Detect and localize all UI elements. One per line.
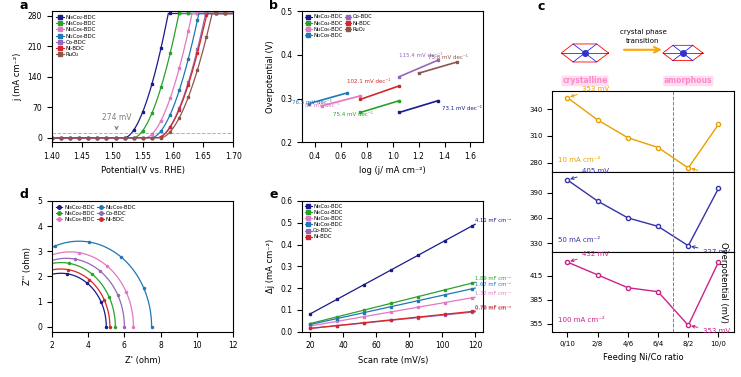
Text: d: d — [19, 188, 28, 201]
Text: 432 mV: 432 mV — [571, 251, 610, 262]
X-axis label: Feeding Ni/Co ratio: Feeding Ni/Co ratio — [602, 353, 683, 362]
Text: Overpotential (mV): Overpotential (mV) — [720, 242, 728, 323]
Text: 75.8 mV dec⁻¹: 75.8 mV dec⁻¹ — [428, 55, 468, 60]
Text: 82 mV dec⁻¹: 82 mV dec⁻¹ — [305, 103, 339, 108]
Y-axis label: Δj (mA cm⁻²): Δj (mA cm⁻²) — [266, 239, 275, 293]
Text: b: b — [270, 0, 279, 12]
Text: 0.76 mF cm⁻²: 0.76 mF cm⁻² — [475, 306, 511, 311]
Text: transition: transition — [626, 38, 659, 44]
Y-axis label: j (mA cm⁻²): j (mA cm⁻²) — [13, 52, 22, 101]
Text: 1.32 mF cm⁻²: 1.32 mF cm⁻² — [475, 291, 511, 296]
Legend: Ni₈Co₂-BDC, Ni₆Co₄-BDC, Ni₄Co₆-BDC, Ni₂Co₈-BDC, Co-BDC, Ni-BDC: Ni₈Co₂-BDC, Ni₆Co₄-BDC, Ni₄Co₆-BDC, Ni₂C… — [55, 204, 137, 223]
Text: 115.4 mV dec⁻¹: 115.4 mV dec⁻¹ — [399, 53, 442, 58]
Legend: Ni₈Co₂-BDC, Ni₆Co₄-BDC, Ni₄Co₆-BDC, Ni₂Co₈-BDC, Co-BDC, Ni-BDC, RuO₂: Ni₈Co₂-BDC, Ni₆Co₄-BDC, Ni₄Co₆-BDC, Ni₂C… — [55, 14, 97, 58]
Text: 274 mV: 274 mV — [692, 168, 731, 178]
Text: crystal phase: crystal phase — [619, 29, 666, 35]
Text: 4.11 mF cm⁻²: 4.11 mF cm⁻² — [475, 218, 511, 223]
Text: 327 mV: 327 mV — [692, 246, 731, 255]
Y-axis label: Overpotential (V): Overpotential (V) — [266, 40, 275, 113]
Text: 73.1 mV dec⁻¹: 73.1 mV dec⁻¹ — [442, 106, 482, 111]
X-axis label: Potential(V vs. RHE): Potential(V vs. RHE) — [101, 166, 185, 175]
Text: 0.79 mF cm⁻²: 0.79 mF cm⁻² — [475, 305, 511, 310]
Text: 76.5 mV dec⁻¹: 76.5 mV dec⁻¹ — [292, 101, 331, 106]
Legend: Ni₈Co₂-BDC, Ni₆Co₄-BDC, Ni₄Co₆-BDC, Ni₂Co₈-BDC, Co-BDC, Ni-BDC, RuO₂: Ni₈Co₂-BDC, Ni₆Co₄-BDC, Ni₄Co₆-BDC, Ni₂C… — [305, 14, 373, 38]
Text: e: e — [270, 188, 278, 201]
X-axis label: log (j/ mA cm⁻²): log (j/ mA cm⁻²) — [359, 166, 426, 175]
Legend: Ni₈Co₂-BDC, Ni₆Co₄-BDC, Ni₄Co₆-BDC, Ni₂Co₈-BDC, Co-BDC, Ni-BDC: Ni₈Co₂-BDC, Ni₆Co₄-BDC, Ni₄Co₆-BDC, Ni₂C… — [305, 204, 343, 240]
X-axis label: Scan rate (mV/s): Scan rate (mV/s) — [358, 356, 428, 365]
Text: 50 mA cm⁻²: 50 mA cm⁻² — [558, 237, 600, 243]
Text: 353 mV: 353 mV — [692, 325, 731, 334]
X-axis label: Z' (ohm): Z' (ohm) — [124, 356, 160, 365]
Text: 1.89 mF cm⁻²: 1.89 mF cm⁻² — [475, 276, 511, 281]
Text: a: a — [19, 0, 27, 12]
Text: 274 mV: 274 mV — [102, 113, 131, 129]
Text: 75.4 mV dec⁻¹: 75.4 mV dec⁻¹ — [333, 112, 373, 117]
Text: c: c — [538, 0, 545, 13]
Text: 100 mA cm⁻²: 100 mA cm⁻² — [558, 317, 605, 323]
Text: 102.1 mV dec⁻¹: 102.1 mV dec⁻¹ — [348, 79, 391, 84]
Text: 10 mA cm⁻²: 10 mA cm⁻² — [558, 157, 600, 163]
Text: crystalline: crystalline — [562, 77, 608, 86]
Text: 1.67 mF cm⁻²: 1.67 mF cm⁻² — [475, 282, 511, 287]
Text: 353 mV: 353 mV — [571, 86, 610, 97]
Text: amorphous: amorphous — [664, 77, 713, 86]
Y-axis label: Z'' (ohm): Z'' (ohm) — [23, 247, 32, 285]
Text: 405 mV: 405 mV — [571, 168, 610, 179]
